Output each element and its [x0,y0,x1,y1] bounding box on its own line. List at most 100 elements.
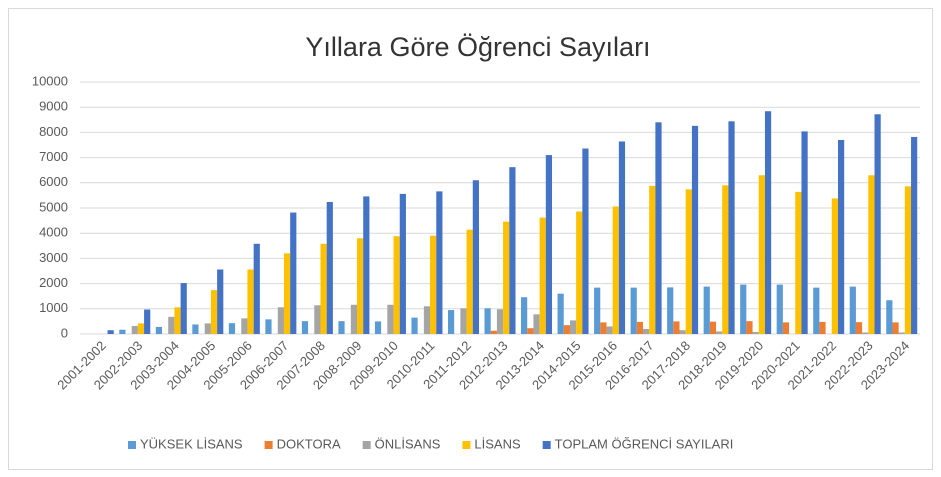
bar [868,175,875,334]
bar [904,186,912,334]
bar [849,286,856,334]
y-tick-label: 10000 [32,73,68,88]
bar [350,304,358,334]
bar [521,297,528,334]
bar [600,322,607,334]
bar [801,131,808,334]
bar [618,141,626,334]
bar [210,290,218,334]
bar [612,206,619,334]
bar [782,322,790,334]
y-tick-label: 9000 [39,99,68,114]
bar [886,300,893,334]
bar [740,284,747,334]
bar [277,307,284,334]
bar [466,229,473,334]
bar [301,321,309,334]
bar [594,287,601,334]
bar [320,243,327,334]
bar [837,139,845,334]
bar [679,330,686,334]
bar [399,193,406,334]
bar [155,326,163,334]
bar [265,319,272,334]
y-tick-label: 2000 [39,275,68,290]
bar [144,309,151,334]
y-tick-label: 4000 [39,225,68,240]
bar [557,293,564,334]
bar [874,114,881,334]
bar [137,323,145,334]
bar [472,180,479,334]
bar [423,306,431,334]
bar [813,287,820,334]
bar [728,121,735,334]
bar [411,317,418,334]
legend-swatch [362,441,371,449]
bar [746,321,753,334]
y-tick-label: 6000 [39,174,68,189]
legend-label: TOPLAM ÖĞRENCİ SAYILARI [555,436,734,451]
bar [247,269,254,334]
legend-label: YÜKSEK LİSANS [140,436,243,451]
bar [911,136,918,334]
legend-swatch [462,441,471,449]
legend-swatch [128,441,136,449]
bar [393,236,400,334]
bar [192,324,199,334]
bar [673,321,680,334]
bar [582,148,589,334]
bar [283,253,291,334]
bar [363,196,370,334]
bar [131,325,138,334]
bar [563,325,570,334]
y-tick-label: 5000 [39,199,68,214]
bar [338,321,345,334]
bar [764,111,772,335]
bar [539,217,546,334]
bar [716,331,723,334]
y-tick-label: 0 [61,325,68,340]
legend-label: DOKTORA [277,436,341,451]
bar [436,191,443,334]
bar [569,320,577,334]
bar [667,287,674,334]
bar [892,322,899,334]
y-tick-label: 7000 [39,149,68,164]
bar [722,185,729,334]
bar [898,332,905,334]
bar [387,304,394,334]
bar [819,321,826,334]
bar [527,328,534,334]
bar [606,326,613,334]
bar [447,310,455,334]
bar [430,235,437,334]
bar [642,328,650,334]
bar [685,189,692,334]
bar [374,321,382,334]
bar [496,309,504,334]
bar [509,167,516,334]
bar [290,212,297,334]
chart-title: Yıllara Göre Öğrenci Sayıları [305,32,650,62]
y-tick-label: 1000 [39,300,68,315]
bar [691,125,699,335]
legend-label: ÖNLİSANS [375,436,441,451]
bar [758,175,765,334]
legend-label: LİSANS [474,436,521,451]
bar [119,329,126,334]
bar [855,322,863,334]
bar [831,198,838,334]
bar [490,330,497,334]
y-tick-label: 3000 [39,250,68,265]
bar [484,308,491,334]
bar [533,314,540,334]
bar [709,321,717,334]
bar [703,286,710,334]
bar [180,283,187,334]
bar [545,155,553,334]
bar [655,122,662,334]
bar [253,243,260,334]
bar [228,323,236,334]
